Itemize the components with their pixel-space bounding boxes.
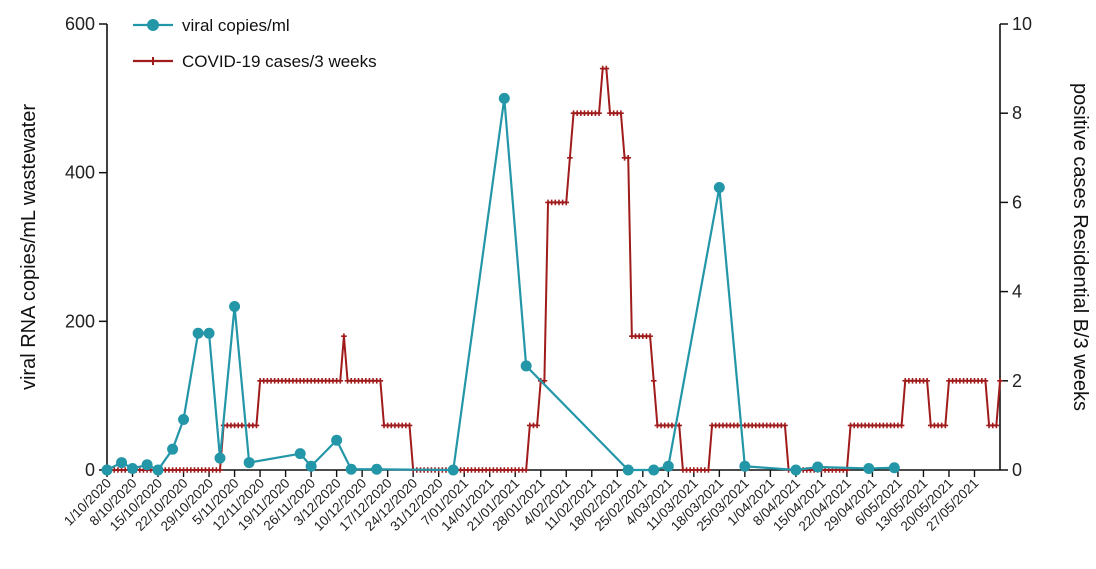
left-y-tick-label: 200: [65, 311, 95, 331]
axes: [106, 24, 1001, 471]
viral-point: [116, 457, 128, 469]
cases-point: [337, 378, 344, 384]
left-y-tick-label: 400: [65, 163, 95, 183]
right-y-tick-label: 4: [1012, 282, 1022, 302]
cases-point: [676, 422, 683, 429]
cases-point: [705, 467, 712, 473]
viral-point: [178, 413, 190, 425]
viral-point: [812, 461, 824, 473]
legend-entry-viral: viral copies/ml: [133, 16, 290, 35]
viral-point: [127, 463, 139, 475]
cases-point: [377, 378, 384, 384]
right-y-tick-label: 0: [1012, 460, 1022, 480]
viral-point: [294, 448, 306, 460]
viral-point: [498, 92, 510, 104]
viral-point: [167, 443, 179, 455]
right-y-ticks: 0 2 4 6 8 10: [1000, 14, 1032, 480]
legend: viral copies/ml COVID-19 cases/3 weeks: [133, 16, 377, 71]
viral-point: [192, 327, 204, 339]
cases-point: [647, 333, 653, 339]
legend-entry-cases: COVID-19 cases/3 weeks: [133, 52, 377, 71]
viral-point: [713, 182, 725, 194]
cases-series: [104, 65, 1003, 473]
viral-point: [888, 462, 900, 474]
viral-point: [648, 464, 660, 476]
x-ticks: 1/10/20208/10/202015/10/202022/10/202029…: [61, 470, 982, 534]
viral-point: [345, 463, 357, 475]
cases-point: [625, 155, 632, 161]
viral-point: [447, 464, 459, 476]
viral-point: [203, 327, 215, 339]
viral-point: [371, 463, 383, 475]
viral-point: [141, 459, 153, 471]
right-y-axis-title: positive cases Residential B/3 weeks: [1069, 83, 1091, 411]
cases-point: [523, 467, 529, 473]
viral-point: [101, 464, 113, 476]
viral-line: [106, 97, 895, 472]
cases-point: [253, 422, 260, 429]
legend-marker-viral: [147, 19, 159, 31]
cases-point: [650, 378, 657, 384]
cases-point: [997, 378, 1003, 384]
viral-series: [101, 92, 900, 476]
cases-line: [107, 67, 1001, 471]
viral-point: [152, 464, 164, 476]
left-y-tick-label: 0: [85, 460, 95, 480]
viral-point: [622, 464, 634, 476]
left-y-tick-label: 600: [65, 14, 95, 34]
cases-point: [217, 467, 223, 473]
viral-point: [229, 300, 241, 312]
cases-point: [406, 422, 413, 429]
cases-point: [618, 110, 624, 116]
left-y-ticks: 0 200 400 600: [65, 14, 107, 480]
left-y-axis-title: viral RNA copies/mL wastewater: [18, 104, 40, 390]
legend-marker-cases: [149, 57, 157, 65]
viral-point: [243, 457, 255, 469]
cases-point: [541, 378, 548, 384]
cases-point: [341, 333, 347, 339]
legend-label-cases: COVID-19 cases/3 weeks: [182, 52, 377, 71]
viral-point: [305, 460, 317, 472]
right-y-tick-label: 8: [1012, 103, 1022, 123]
cases-point: [563, 199, 570, 206]
cases-point: [982, 378, 989, 384]
viral-point: [790, 464, 802, 476]
cases-point: [534, 422, 540, 429]
cases-point: [567, 155, 573, 161]
right-y-tick-label: 10: [1012, 14, 1032, 34]
legend-label-viral: viral copies/ml: [182, 16, 290, 35]
cases-point: [942, 422, 949, 429]
viral-point: [520, 360, 532, 372]
cases-point: [782, 422, 788, 429]
viral-point: [739, 460, 751, 472]
cases-point: [898, 422, 905, 429]
right-y-tick-label: 2: [1012, 371, 1022, 391]
viral-point: [863, 463, 875, 475]
cases-point: [596, 110, 602, 116]
viral-point: [662, 460, 674, 472]
viral-point: [214, 452, 226, 464]
viral-point: [331, 434, 343, 446]
cases-point: [993, 422, 1000, 429]
cases-point: [603, 65, 610, 72]
right-y-tick-label: 6: [1012, 192, 1022, 212]
cases-point: [924, 378, 930, 384]
